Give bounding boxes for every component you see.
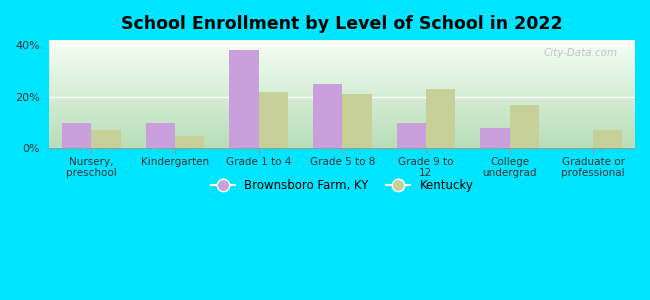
Bar bbox=[91, 130, 120, 148]
Bar bbox=[146, 123, 175, 148]
Bar bbox=[343, 94, 372, 148]
Title: School Enrollment by Level of School in 2022: School Enrollment by Level of School in … bbox=[122, 15, 563, 33]
Bar bbox=[396, 123, 426, 148]
Text: City-Data.com: City-Data.com bbox=[543, 48, 618, 58]
Bar bbox=[593, 130, 623, 148]
Bar bbox=[510, 105, 539, 148]
Bar bbox=[259, 92, 288, 148]
Bar bbox=[426, 89, 455, 148]
Bar bbox=[62, 123, 91, 148]
Bar bbox=[229, 50, 259, 148]
Bar bbox=[480, 128, 510, 148]
Legend: Brownsboro Farm, KY, Kentucky: Brownsboro Farm, KY, Kentucky bbox=[207, 174, 478, 196]
Bar bbox=[313, 84, 343, 148]
Bar bbox=[175, 136, 204, 148]
